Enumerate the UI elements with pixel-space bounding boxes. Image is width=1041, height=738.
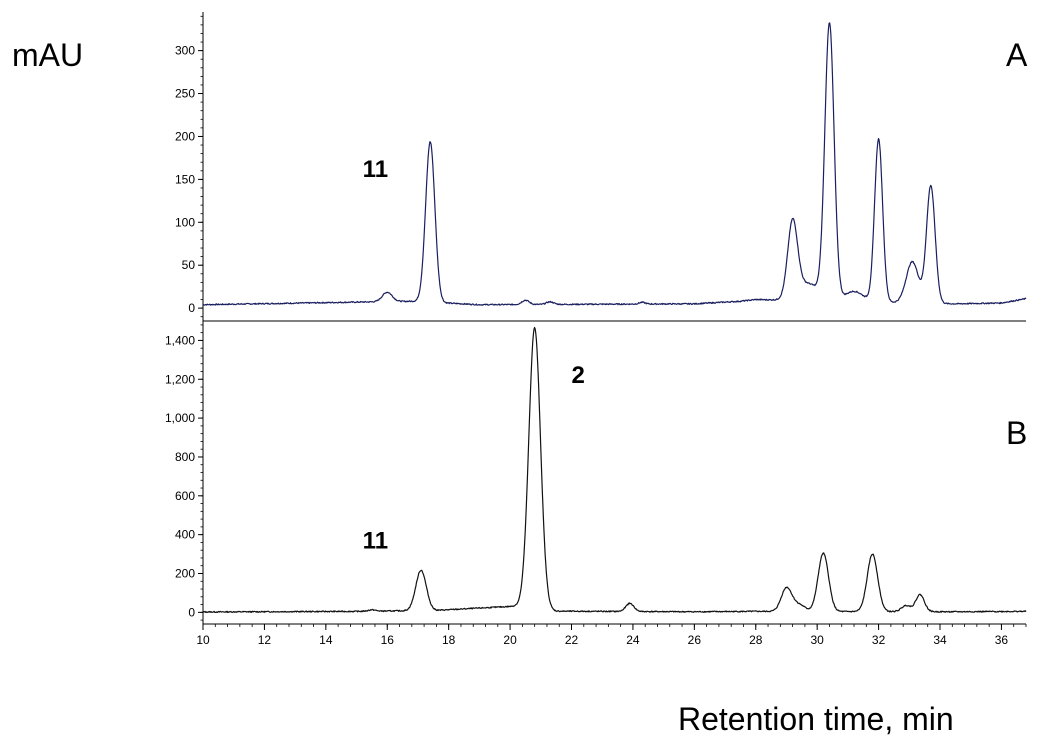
y-tick-label: 0	[188, 301, 195, 315]
x-tick-label: 28	[749, 633, 763, 647]
y-tick-label: 200	[175, 129, 195, 143]
y-tick-label: 1,200	[165, 372, 195, 386]
peak-annotation-11: 11	[363, 527, 388, 554]
x-tick-label: 24	[626, 633, 640, 647]
x-tick-label: 18	[442, 633, 456, 647]
y-tick-label: 1,000	[165, 411, 195, 425]
y-tick-label: 200	[175, 567, 195, 581]
x-tick-label: 36	[995, 633, 1009, 647]
panel-b-chromatogram: 0 200 400 600 800 1,000 1,200 1,400 10 12 14 16 18 20…	[165, 321, 1027, 647]
x-tick-label: 10	[196, 633, 210, 647]
y-tick-label: 0	[188, 605, 195, 619]
x-tick-label: 16	[381, 633, 395, 647]
x-tick-label: 14	[319, 633, 333, 647]
chromatogram-trace	[202, 326, 1027, 614]
y-tick-label: 1,400	[165, 333, 195, 347]
x-tick-label: 30	[810, 633, 824, 647]
panel-label-a: A	[1006, 37, 1028, 73]
y-tick-label: 50	[182, 258, 196, 272]
x-tick-label: 22	[565, 633, 579, 647]
y-tick-label: 600	[175, 489, 195, 503]
y-tick-label: 150	[175, 172, 195, 186]
x-tick-label: 20	[503, 633, 517, 647]
peak-annotation-11: 11	[363, 156, 388, 183]
panel-a-chromatogram: 0 50 100 150 200 250 300 11	[175, 12, 1027, 322]
y-tick-label: 100	[175, 215, 195, 229]
y-tick-label: 400	[175, 528, 195, 542]
x-axis-title: Retention time, min	[678, 701, 954, 737]
x-tick-label: 34	[933, 633, 947, 647]
peak-annotation-2: 2	[572, 362, 585, 389]
y-tick-label: 300	[175, 44, 195, 58]
y-axis-unit-label: mAU	[12, 37, 83, 73]
panel-label-b: B	[1006, 415, 1027, 451]
x-tick-label: 32	[872, 633, 886, 647]
x-tick-label: 12	[258, 633, 272, 647]
y-tick-label: 800	[175, 450, 195, 464]
x-tick-label: 26	[688, 633, 702, 647]
chromatogram-trace	[202, 22, 1027, 306]
y-tick-label: 250	[175, 87, 195, 101]
